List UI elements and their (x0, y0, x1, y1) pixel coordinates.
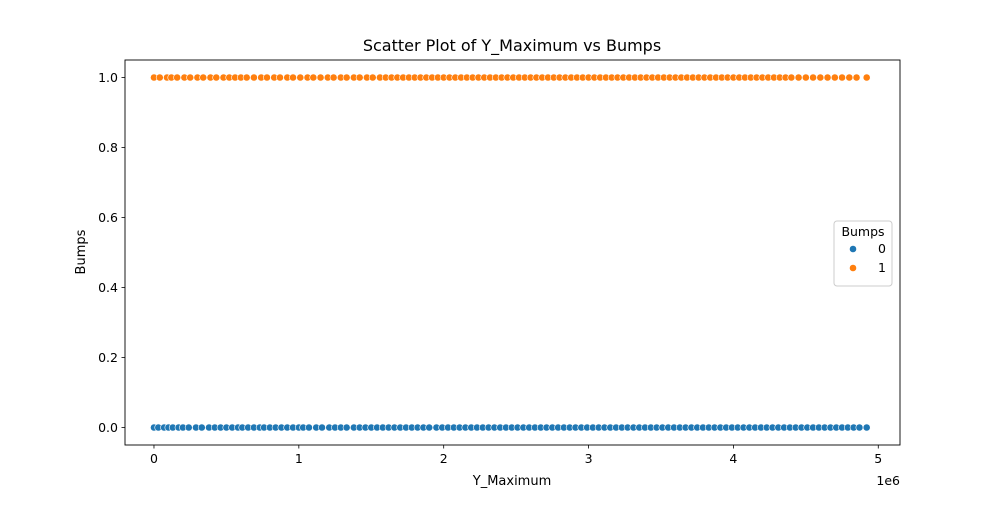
scatter-point (309, 73, 318, 82)
scatter-point (809, 73, 817, 82)
scatter-point (355, 73, 364, 82)
legend-marker (849, 264, 857, 272)
scatter-point (838, 73, 846, 82)
y-tick-label: 0.6 (98, 210, 118, 225)
x-tick-label: 1 (295, 451, 303, 466)
x-tick-label: 4 (729, 451, 737, 466)
scatter-point (186, 73, 195, 82)
y-tick-label: 0.0 (98, 420, 118, 435)
y-axis: 0.0 0.2 0.4 0.6 0.8 1.0 (98, 70, 125, 435)
x-tick-label: 3 (585, 451, 593, 466)
scatter-point (250, 73, 258, 82)
scatter-point (830, 73, 839, 82)
scatter-point (305, 423, 313, 432)
legend: Bumps 01 (833, 220, 893, 287)
scatter-point (852, 73, 861, 82)
y-tick-label: 1.0 (98, 70, 118, 85)
x-tick-label: 5 (874, 451, 882, 466)
y-tick-label: 0.4 (98, 280, 118, 295)
y-tick-label: 0.8 (98, 140, 118, 155)
chart-title: Scatter Plot of Y_Maximum vs Bumps (363, 36, 661, 56)
x-tick-label: 2 (440, 451, 448, 466)
x-axis-offset-text: 1e6 (876, 473, 900, 488)
scatter-point (212, 73, 221, 82)
scatter-point (845, 73, 854, 82)
scatter-point (801, 73, 810, 82)
scatter-point (318, 423, 326, 432)
scatter-point (787, 73, 796, 82)
scatter-point (155, 73, 164, 82)
series-1 (150, 73, 871, 82)
scatter-point (197, 423, 206, 432)
scatter-point (296, 73, 305, 82)
y-axis-label: Bumps (74, 229, 89, 274)
y-tick-label: 0.2 (98, 350, 118, 365)
legend-marker (849, 245, 857, 253)
scatter-point (862, 423, 871, 432)
legend-label: 0 (878, 241, 886, 256)
scatter-point (263, 73, 271, 82)
legend-title: Bumps (841, 224, 884, 239)
scatter-point (794, 73, 803, 82)
scatter-point (242, 73, 251, 82)
legend-box (833, 220, 893, 287)
legend-label: 1 (878, 260, 886, 275)
legend-entries: 01 (849, 241, 886, 275)
scatter-point (184, 423, 193, 432)
scatter-point (289, 73, 297, 82)
scatter-point (173, 73, 182, 82)
scatter-point (316, 73, 325, 82)
scatter-point (816, 73, 825, 82)
scatter-point (276, 73, 284, 82)
scatter-point (342, 73, 351, 82)
plot-area (124, 59, 901, 446)
scatter-point (425, 423, 434, 432)
scatter-point (329, 73, 338, 82)
series-0 (150, 423, 871, 432)
x-axis: 0 1 2 3 4 5 (150, 445, 882, 466)
scatter-point (823, 73, 832, 82)
scatter-point (862, 73, 871, 82)
x-tick-label: 0 (150, 451, 158, 466)
scatter-point (199, 73, 208, 82)
scatter-point (342, 423, 351, 432)
scatter-point (368, 73, 377, 82)
data-points (150, 73, 871, 432)
scatter-point (855, 423, 864, 432)
x-axis-label: Y_Maximum (472, 474, 552, 489)
